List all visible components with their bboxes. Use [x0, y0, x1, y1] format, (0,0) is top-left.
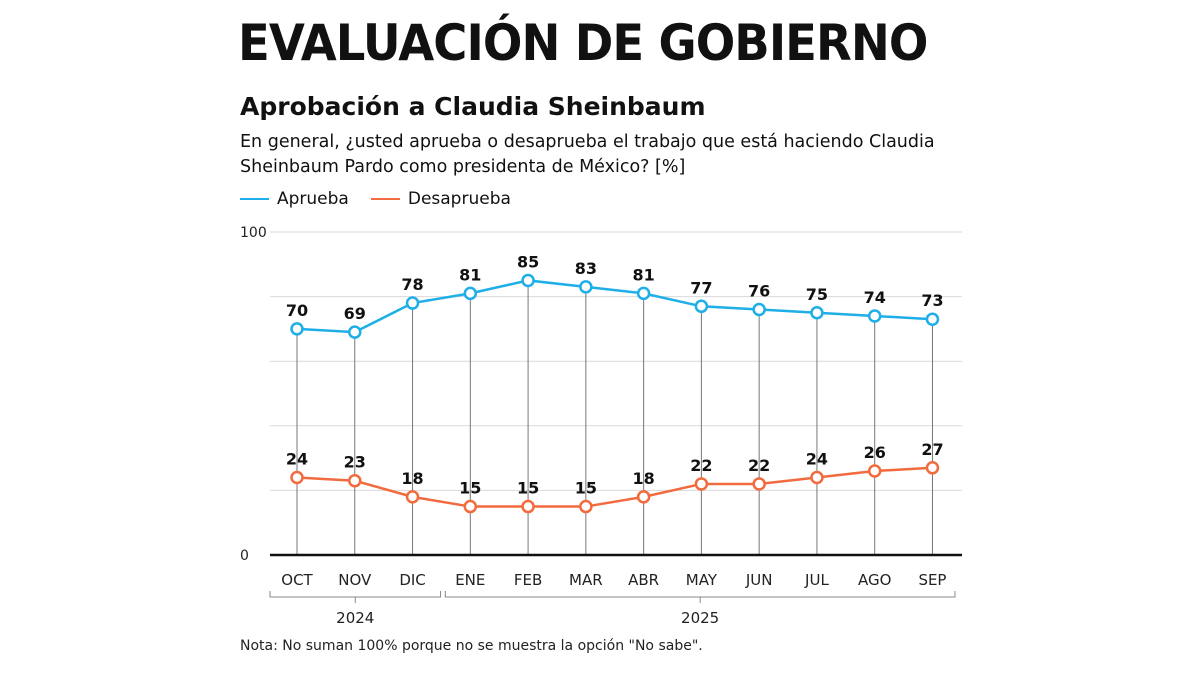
data-point-desaprueba: [752, 477, 766, 491]
data-point-aprueba: [636, 286, 651, 301]
x-tick-label: OCT: [281, 571, 313, 589]
data-point-aprueba: [925, 312, 940, 326]
legend-swatch-aprueba: [240, 197, 269, 201]
data-point-desaprueba: [290, 470, 304, 485]
data-label: 83: [575, 259, 597, 278]
data-point-aprueba: [867, 309, 882, 323]
year-bracket: [269, 591, 442, 598]
legend-label-desaprueba: Desaprueba: [407, 189, 511, 209]
chart-subtitle: Aprobación a Claudia Sheinbaum: [240, 92, 706, 121]
data-label: 81: [459, 265, 481, 284]
x-tick-label: SEP: [918, 571, 946, 589]
data-label: 27: [921, 440, 943, 459]
data-point-desaprueba: [925, 461, 940, 475]
data-point-desaprueba: [636, 490, 651, 504]
data-point-desaprueba: [463, 499, 478, 514]
x-tick-label: DIC: [399, 571, 425, 589]
x-tick-label: AGO: [858, 571, 891, 589]
data-label: 77: [690, 278, 712, 297]
data-point-aprueba: [579, 280, 593, 294]
data-label: 75: [806, 285, 828, 304]
x-tick-label: MAY: [686, 571, 718, 589]
page-title: EVALUACIÓN DE GOBIERNO: [238, 14, 928, 72]
data-label: 24: [806, 449, 828, 468]
data-label: 73: [921, 291, 943, 310]
footnote: Nota: No suman 100% porque no se muestra…: [240, 638, 703, 654]
data-point-aprueba: [752, 302, 766, 317]
data-point-aprueba: [290, 322, 304, 336]
data-point-desaprueba: [810, 470, 824, 485]
data-label: 22: [690, 456, 712, 475]
data-label: 26: [864, 443, 886, 462]
data-point-desaprueba: [521, 499, 535, 514]
legend-item-aprueba: Aprueba: [240, 189, 349, 209]
data-point-aprueba: [405, 296, 420, 310]
data-point-aprueba: [810, 306, 824, 320]
data-label: 23: [344, 453, 366, 472]
data-label: 15: [517, 479, 539, 498]
data-label: 76: [748, 282, 770, 301]
data-point-aprueba: [463, 286, 478, 301]
data-label: 70: [286, 301, 308, 320]
data-label: 15: [459, 479, 481, 498]
data-point-desaprueba: [405, 490, 420, 504]
data-point-desaprueba: [579, 499, 593, 514]
x-tick-label: MAR: [569, 571, 603, 589]
legend-item-desaprueba: Desaprueba: [370, 189, 511, 209]
x-tick-label: ABR: [628, 571, 659, 589]
data-point-desaprueba: [694, 477, 709, 491]
data-point-aprueba: [348, 325, 362, 339]
data-label: 81: [632, 265, 654, 284]
data-label: 78: [401, 275, 423, 294]
x-tick-label: FEB: [514, 571, 542, 589]
y-tick-label: 100: [240, 225, 267, 241]
data-label: 69: [344, 304, 366, 323]
year-bracket: [444, 591, 956, 598]
legend: Aprueba Desaprueba: [240, 189, 511, 209]
x-tick-label: NOV: [338, 571, 372, 589]
series-line-aprueba: [296, 279, 933, 334]
data-label: 85: [517, 252, 539, 271]
legend-label-aprueba: Aprueba: [277, 189, 349, 209]
data-point-desaprueba: [867, 464, 882, 478]
data-point-aprueba: [521, 273, 535, 288]
data-label: 74: [864, 288, 886, 307]
x-tick-label: JUL: [804, 571, 829, 589]
data-label: 22: [748, 456, 770, 475]
data-label: 18: [401, 469, 423, 488]
legend-swatch-desaprueba: [370, 197, 400, 201]
survey-question: En general, ¿usted aprueba o desaprueba …: [240, 132, 935, 177]
year-label: 2025: [681, 609, 719, 627]
data-label: 15: [575, 479, 597, 498]
y-tick-label: 0: [240, 548, 249, 564]
data-point-aprueba: [694, 299, 709, 314]
series-line-desaprueba: [296, 466, 933, 508]
year-label: 2024: [336, 609, 374, 627]
x-tick-label: ENE: [455, 571, 485, 589]
x-tick-label: JUN: [745, 571, 773, 589]
data-point-desaprueba: [348, 473, 362, 488]
data-label: 18: [632, 469, 654, 488]
data-label: 24: [286, 449, 308, 468]
